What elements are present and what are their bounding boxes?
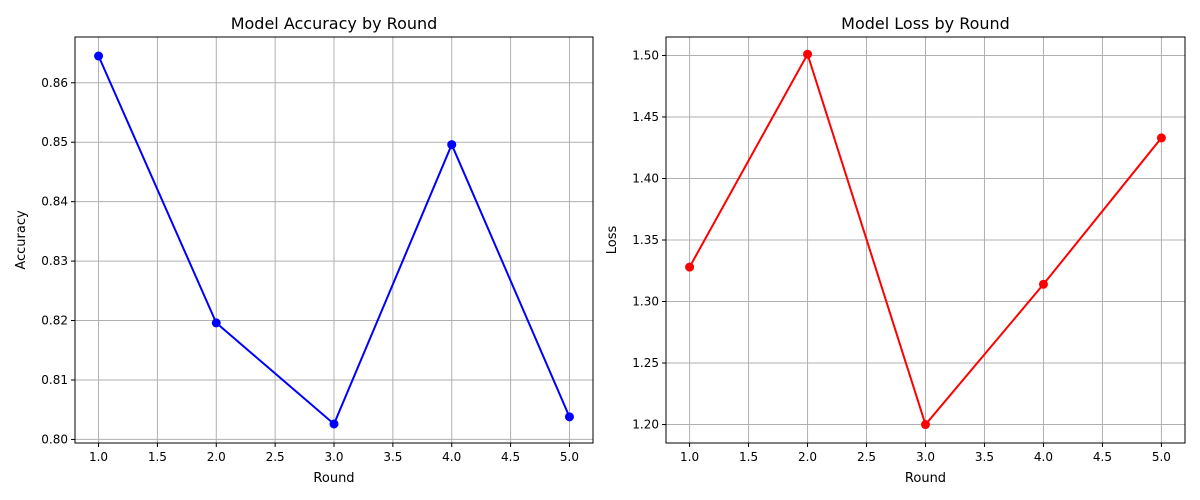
y-axis-label: Accuracy — [14, 210, 29, 270]
accuracy-chart: Model Accuracy by Round Round Accuracy 1… — [14, 14, 594, 486]
y-tick-label: 1.20 — [632, 418, 659, 432]
data-point — [1156, 133, 1166, 143]
x-tick-label: 3.0 — [324, 450, 343, 464]
x-tick-label: 2.5 — [857, 450, 876, 464]
x-tick-label: 4.5 — [1093, 450, 1112, 464]
x-tick-label: 4.0 — [1034, 450, 1053, 464]
y-tick-label: 0.83 — [41, 254, 68, 268]
x-tick-label: 1.5 — [148, 450, 167, 464]
x-axis-label: Round — [313, 471, 354, 486]
y-tick-label: 1.35 — [632, 233, 659, 247]
data-point — [329, 419, 339, 429]
data-point — [1038, 279, 1048, 289]
data-point — [685, 262, 695, 272]
y-tick-label: 0.84 — [41, 195, 68, 209]
data-point — [447, 140, 457, 150]
y-tick-label: 0.80 — [41, 432, 68, 446]
x-tick-label: 3.5 — [975, 450, 994, 464]
data-point — [803, 49, 813, 59]
y-tick-label: 0.86 — [41, 76, 68, 90]
data-point — [94, 51, 104, 61]
grid — [75, 37, 593, 443]
y-tick-label: 1.40 — [632, 171, 659, 185]
x-tick-label: 4.5 — [501, 450, 520, 464]
x-tick-label: 1.0 — [89, 450, 108, 464]
y-tick-label: 1.30 — [632, 295, 659, 309]
plot-frame — [665, 36, 1186, 444]
x-tick-label: 2.0 — [207, 450, 226, 464]
x-tick-label: 2.5 — [266, 450, 285, 464]
grid — [666, 37, 1185, 443]
y-tick-label: 0.82 — [41, 314, 68, 328]
data-point — [921, 420, 930, 430]
y-tick-label: 1.50 — [632, 48, 659, 62]
x-tick-label: 3.0 — [916, 450, 935, 464]
x-tick-label: 1.0 — [680, 450, 699, 464]
loss-chart: Model Loss by Round Round Loss 1.0 1.5 2.0… — [605, 14, 1186, 486]
y-tick-label: 1.25 — [632, 356, 659, 370]
x-tick-label: 2.0 — [798, 450, 817, 464]
plot-frame — [74, 36, 594, 444]
y-tick-label: 0.85 — [41, 135, 68, 149]
y-tick-label: 0.81 — [41, 373, 68, 387]
x-tick-label: 4.0 — [442, 450, 461, 464]
x-tick-label: 3.5 — [383, 450, 402, 464]
chart-title: Model Loss by Round — [841, 14, 1010, 33]
y-axis-label: Loss — [605, 226, 620, 255]
x-tick-label: 5.0 — [560, 450, 579, 464]
x-axis-label: Round — [905, 471, 946, 486]
chart-title: Model Accuracy by Round — [231, 14, 438, 33]
data-point — [564, 412, 574, 422]
y-tick-label: 1.45 — [632, 110, 659, 124]
x-tick-label: 5.0 — [1152, 450, 1171, 464]
x-tick-label: 1.5 — [739, 450, 758, 464]
data-point — [211, 318, 221, 328]
